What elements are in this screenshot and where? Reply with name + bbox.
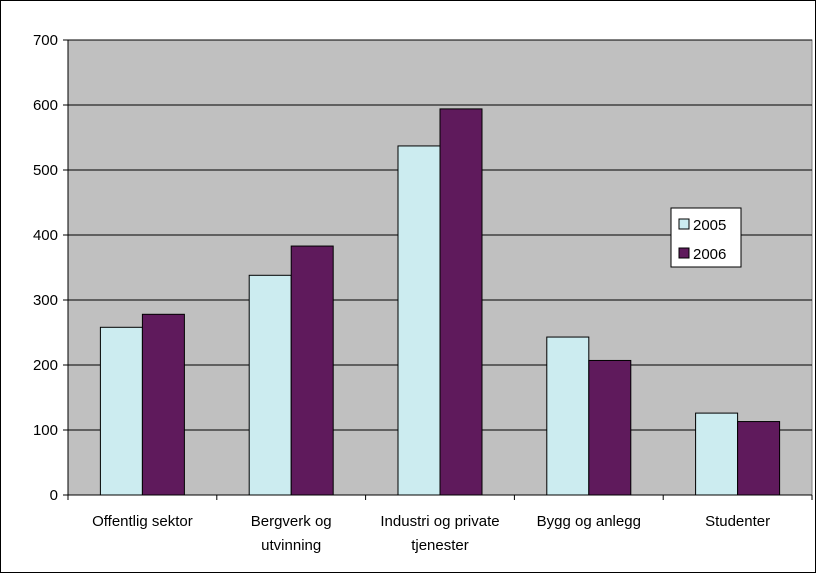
x-tick-label: utvinning [261, 537, 321, 554]
y-tick-label: 600 [33, 97, 58, 114]
bar-2005 [99, 326, 143, 496]
y-tick-label: 200 [33, 357, 58, 374]
x-tick-label: tjenester [411, 537, 469, 554]
bar-2006 [290, 245, 334, 496]
legend-label: 2005 [693, 217, 726, 234]
bar-2005 [546, 336, 590, 496]
x-tick-label: Bygg og anlegg [537, 513, 641, 530]
y-tick-label: 500 [33, 162, 58, 179]
bar-2005 [397, 145, 441, 496]
y-tick-label: 100 [33, 422, 58, 439]
bar-2006 [737, 421, 781, 496]
legend: 2005 2006 [670, 207, 742, 268]
y-tick-label: 400 [33, 227, 58, 244]
x-tick-label: Offentlig sektor [92, 513, 193, 530]
bar-2005 [695, 412, 739, 496]
legend-swatch [678, 247, 690, 259]
bar-2006 [141, 313, 185, 496]
bar-2006 [588, 359, 632, 496]
x-tick-label: Industri og private [380, 513, 499, 530]
x-tick-label: Studenter [705, 513, 770, 530]
x-tick-label: Bergverk og [251, 513, 332, 530]
legend-swatch [678, 218, 690, 230]
y-tick-label: 700 [33, 32, 58, 49]
y-tick-label: 0 [50, 487, 58, 504]
y-tick-label: 300 [33, 292, 58, 309]
legend-label: 2006 [693, 246, 726, 263]
bar-2005 [248, 274, 292, 496]
bar-2006 [439, 108, 483, 496]
